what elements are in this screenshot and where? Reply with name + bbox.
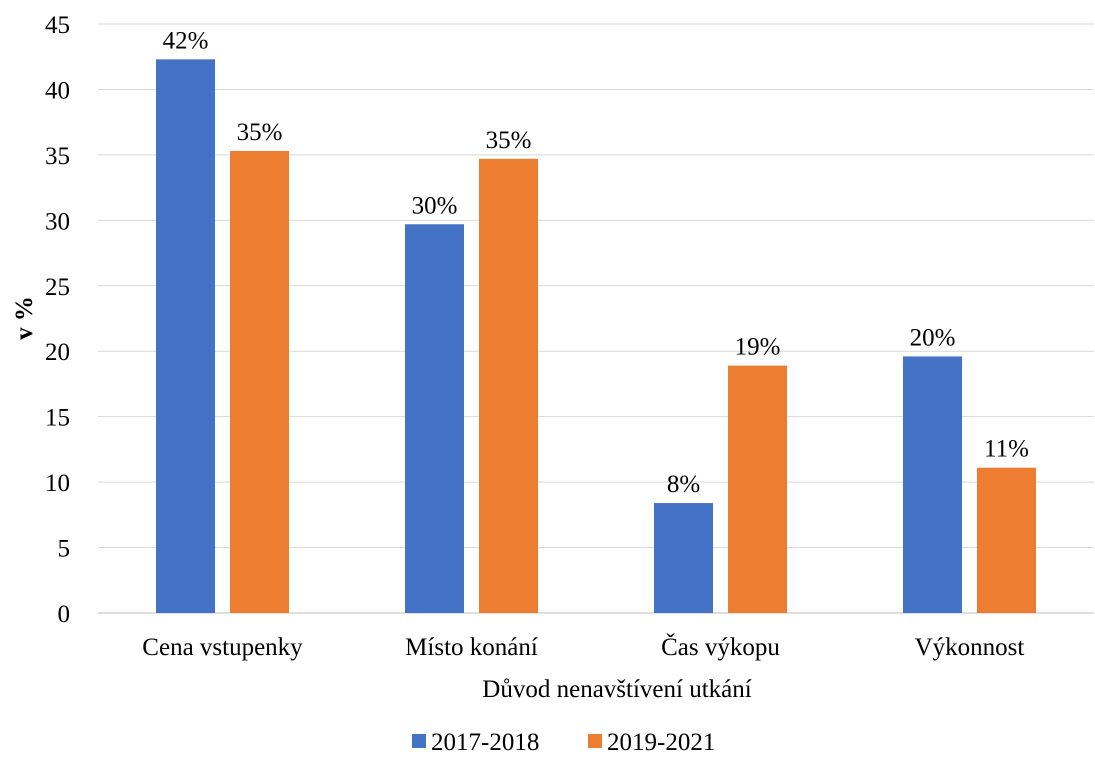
y-tick-label: 15 [45, 405, 70, 432]
legend-swatch [588, 734, 602, 748]
bars [156, 59, 1036, 613]
y-axis-ticks: 0 5 10 15 20 25 30 35 40 45 [45, 12, 70, 628]
bar-series-1 [903, 356, 962, 613]
data-label: 35% [237, 119, 283, 146]
y-tick-label: 45 [45, 12, 70, 39]
data-label: 30% [412, 192, 458, 219]
y-tick-label: 20 [45, 339, 70, 366]
x-tick-label: Cena vstupenky [142, 634, 303, 661]
legend-label: 2019-2021 [607, 729, 715, 753]
x-axis-ticks: Cena vstupenky Místo konání Čas výkopu Výko… [142, 633, 1024, 661]
y-tick-label: 40 [45, 77, 70, 104]
data-label: 20% [910, 324, 956, 351]
y-tick-label: 0 [58, 601, 71, 628]
legend: 2017-2018 2019-2021 [412, 729, 715, 756]
data-labels: 42% 35% 30% 35% 8% 19% 20% 11% [163, 27, 1029, 498]
x-tick-label: Místo konání [405, 634, 538, 661]
data-label: 35% [486, 127, 532, 154]
y-tick-label: 30 [45, 208, 70, 235]
legend-label: 2017-2018 [431, 729, 539, 753]
x-tick-label: Čas výkopu [661, 633, 780, 661]
legend-swatch [412, 734, 426, 748]
data-label: 11% [984, 436, 1029, 463]
bar-series-1 [654, 503, 713, 613]
bar-series-2 [728, 365, 787, 613]
y-axis-title: v % [11, 296, 38, 340]
bar-series-2 [230, 150, 289, 613]
bar-series-1 [156, 59, 215, 613]
data-label: 19% [735, 334, 781, 361]
bar-series-2 [479, 158, 538, 613]
bar-series-1 [405, 224, 464, 613]
y-tick-label: 35 [45, 143, 70, 170]
x-axis-title: Důvod nenavštívení utkání [482, 676, 751, 703]
data-label: 42% [163, 27, 209, 54]
data-label: 8% [667, 471, 700, 498]
y-tick-label: 5 [58, 536, 71, 563]
y-tick-label: 25 [45, 274, 70, 301]
y-tick-label: 10 [45, 470, 70, 497]
x-tick-label: Výkonnost [915, 634, 1025, 661]
bar-series-2 [977, 467, 1036, 613]
